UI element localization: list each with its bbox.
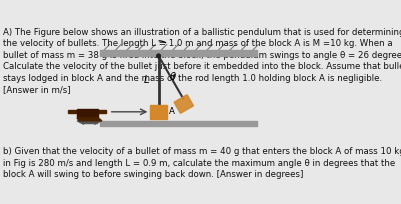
Bar (77, 109, 98, 118)
Text: A: A (169, 107, 175, 116)
Text: $\theta$: $\theta$ (169, 70, 177, 82)
Polygon shape (77, 118, 102, 121)
Text: b) Given that the velocity of a bullet of mass m = 40 g that enters the block A : b) Given that the velocity of a bullet o… (3, 147, 401, 179)
Bar (100, 50, 257, 56)
Bar (100, 121, 257, 126)
Circle shape (157, 54, 160, 58)
Polygon shape (174, 95, 194, 113)
Text: L: L (144, 75, 150, 85)
Bar (68, 110, 106, 113)
Text: A) The Figure below shows an illustration of a ballistic pendulum that is used f: A) The Figure below shows an illustratio… (3, 28, 401, 94)
Bar (81, 119, 97, 123)
Bar (150, 105, 167, 119)
